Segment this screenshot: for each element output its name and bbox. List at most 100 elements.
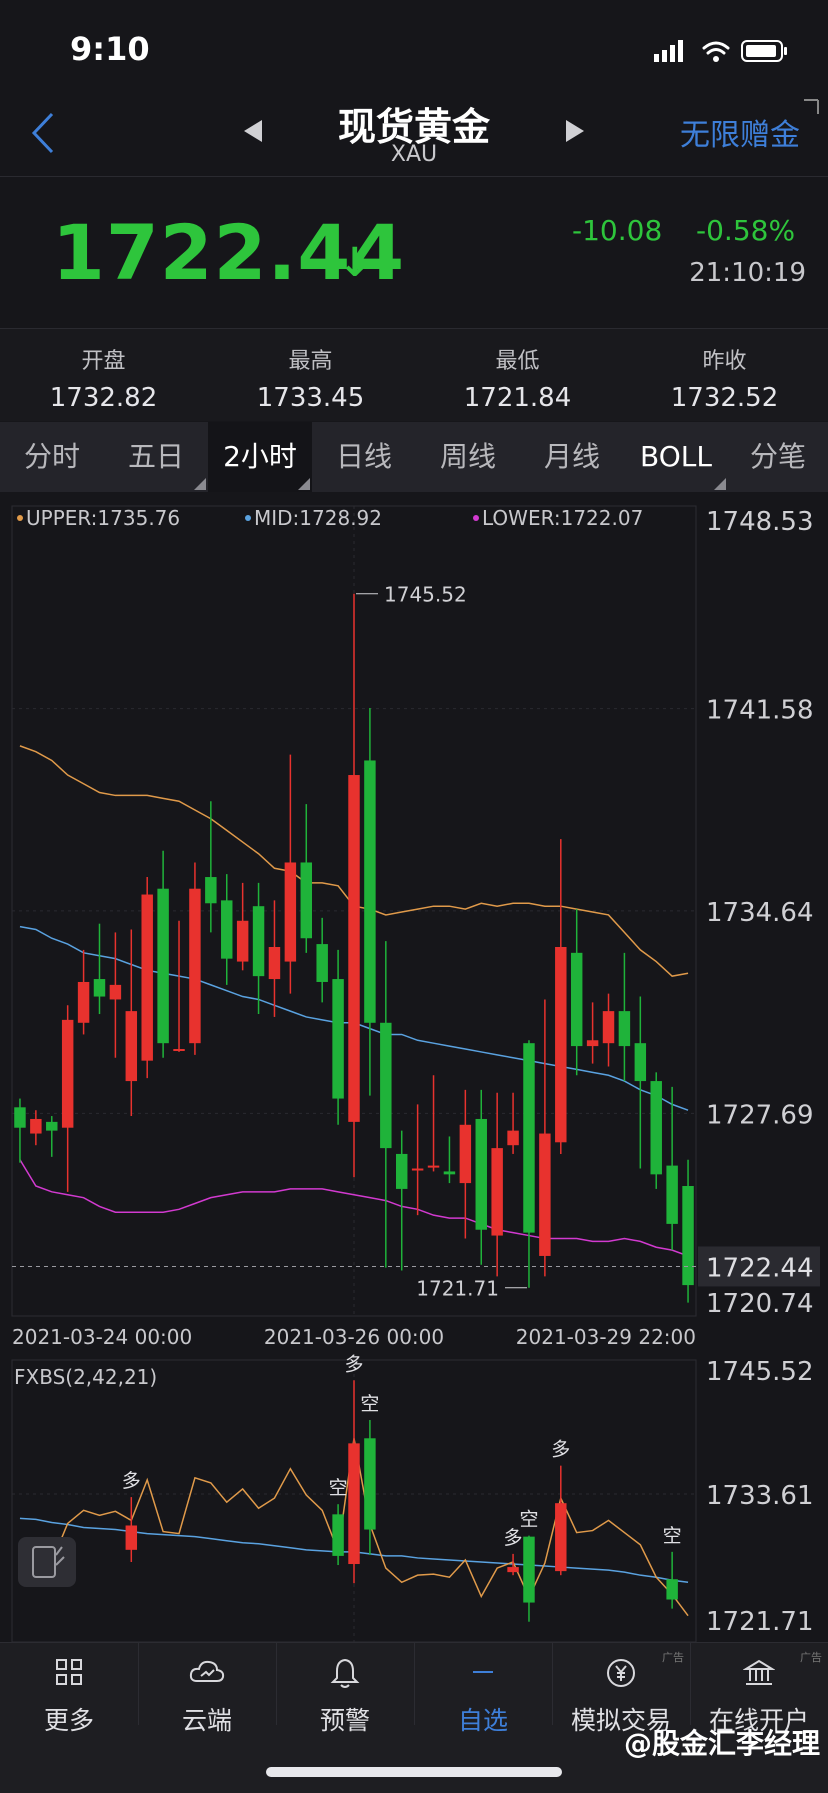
tablet-icon bbox=[32, 1546, 65, 1578]
tab-label: 日线 bbox=[335, 440, 392, 473]
stat-low: 最低 1721.84 bbox=[414, 343, 621, 413]
tab-weekly[interactable]: 周线 bbox=[416, 422, 520, 492]
candle bbox=[252, 882, 265, 1015]
nav-divider bbox=[138, 1643, 139, 1725]
candle-body bbox=[316, 944, 328, 982]
cloud-icon bbox=[138, 1657, 276, 1693]
candle bbox=[507, 1092, 519, 1154]
x-tick-label: 2021-03-26 00:00 bbox=[264, 1325, 444, 1349]
signal-label: 多 bbox=[504, 1527, 523, 1549]
candle bbox=[332, 949, 344, 1125]
tab-daily[interactable]: 日线 bbox=[312, 422, 416, 492]
grid-icon bbox=[0, 1657, 138, 1693]
back-icon[interactable] bbox=[28, 108, 68, 158]
stat-label: 开盘 bbox=[81, 349, 126, 374]
y-tick-label: 1721.71 bbox=[706, 1607, 814, 1637]
signal-candle bbox=[523, 1535, 535, 1622]
candle bbox=[221, 874, 233, 985]
candle bbox=[555, 839, 567, 1154]
candle bbox=[443, 1136, 456, 1184]
legend-dot bbox=[473, 515, 479, 521]
price-change: -10.08 bbox=[572, 214, 663, 247]
tab-intraday[interactable]: 分时 bbox=[0, 422, 104, 492]
stat-label: 最低 bbox=[495, 349, 540, 374]
signal-candle bbox=[125, 1497, 138, 1562]
stat-label: 最高 bbox=[288, 349, 333, 374]
candle bbox=[125, 929, 138, 1117]
candle bbox=[30, 1110, 42, 1146]
candle bbox=[586, 1002, 599, 1064]
stat-label: 昨收 bbox=[702, 349, 747, 374]
candle bbox=[157, 850, 169, 1058]
candle-body bbox=[682, 1186, 694, 1286]
candle bbox=[618, 952, 631, 1082]
battery-icon bbox=[741, 40, 787, 62]
stat-value: 1733.45 bbox=[256, 383, 365, 413]
candle-body bbox=[173, 1049, 185, 1052]
candle-body bbox=[523, 1536, 535, 1603]
y-tick-label: 1727.69 bbox=[706, 1100, 814, 1130]
candle-body bbox=[268, 946, 281, 980]
candle-body bbox=[252, 906, 265, 977]
gift-link[interactable]: 无限赠金 bbox=[680, 118, 800, 153]
wifi-icon bbox=[702, 41, 730, 55]
tab-indicator[interactable]: BOLL bbox=[624, 422, 728, 492]
signal-label: 多 bbox=[551, 1439, 570, 1461]
nav-label: 预警 bbox=[319, 1706, 370, 1735]
nav-alert[interactable]: 预警 bbox=[276, 1657, 414, 1737]
signal-candle bbox=[507, 1553, 519, 1576]
candle bbox=[14, 1098, 26, 1163]
tab-label: BOLL bbox=[640, 440, 712, 473]
candle-body bbox=[666, 1165, 678, 1224]
tab-corner-icon bbox=[714, 478, 726, 490]
legend-dot bbox=[245, 515, 251, 521]
page-subtitle: XAU bbox=[390, 142, 438, 167]
expand-corner-icon[interactable] bbox=[800, 96, 822, 118]
candle bbox=[61, 1005, 74, 1192]
tab-2h[interactable]: 2小时 bbox=[208, 422, 312, 492]
nav-label: 更多 bbox=[43, 1706, 94, 1735]
candle-body bbox=[125, 1011, 138, 1082]
current-price-label: 1722.44 bbox=[706, 1253, 814, 1283]
tab-five-day[interactable]: 五日 bbox=[104, 422, 208, 492]
candle-body bbox=[507, 1130, 519, 1146]
nav-cloud[interactable]: 云端 bbox=[138, 1657, 276, 1737]
candle-body bbox=[650, 1081, 662, 1175]
next-instrument-icon[interactable] bbox=[566, 120, 584, 142]
bank-icon bbox=[690, 1657, 828, 1693]
stat-prev-close: 昨收 1732.52 bbox=[621, 343, 828, 413]
tab-corner-icon bbox=[194, 478, 206, 490]
nav-sim-trade[interactable]: 广告 模拟交易 bbox=[552, 1651, 690, 1737]
status-time: 9:10 bbox=[70, 30, 150, 68]
tab-monthly[interactable]: 月线 bbox=[520, 422, 624, 492]
tab-ticks[interactable]: 分笔 bbox=[728, 422, 828, 492]
yen-icon bbox=[552, 1657, 690, 1693]
candle-body bbox=[46, 1121, 58, 1131]
nav-divider bbox=[276, 1643, 277, 1725]
floating-tool-button[interactable] bbox=[18, 1537, 76, 1587]
nav-more[interactable]: 更多 bbox=[0, 1657, 138, 1737]
down-arrow-icon: ↓ bbox=[338, 240, 372, 286]
signal-candle bbox=[348, 1380, 360, 1584]
nav-divider bbox=[552, 1643, 553, 1725]
candle bbox=[46, 1116, 58, 1157]
candle bbox=[523, 1040, 535, 1288]
bell-icon bbox=[276, 1657, 414, 1693]
signal-label: 空 bbox=[360, 1393, 379, 1415]
nav-watchlist[interactable]: 自选 bbox=[414, 1657, 552, 1737]
candle-body bbox=[555, 1503, 567, 1572]
nav-open-account[interactable]: 广告 在线开户 bbox=[690, 1651, 828, 1737]
candle-body bbox=[348, 775, 360, 1122]
home-indicator[interactable] bbox=[266, 1767, 562, 1777]
candle bbox=[77, 949, 90, 1035]
candlestick-chart[interactable]: 1748.53 1741.58 1734.64 1727.69 1720.74 2021-… bbox=[0, 494, 828, 1350]
candle-body bbox=[189, 888, 201, 1044]
signal-label: 多 bbox=[344, 1353, 363, 1375]
candle bbox=[205, 801, 217, 933]
nav-label: 在线开户 bbox=[708, 1706, 809, 1735]
candle bbox=[189, 862, 201, 1055]
stat-value: 1721.84 bbox=[463, 383, 572, 413]
candle-body bbox=[332, 1514, 344, 1556]
prev-instrument-icon[interactable] bbox=[244, 120, 262, 142]
